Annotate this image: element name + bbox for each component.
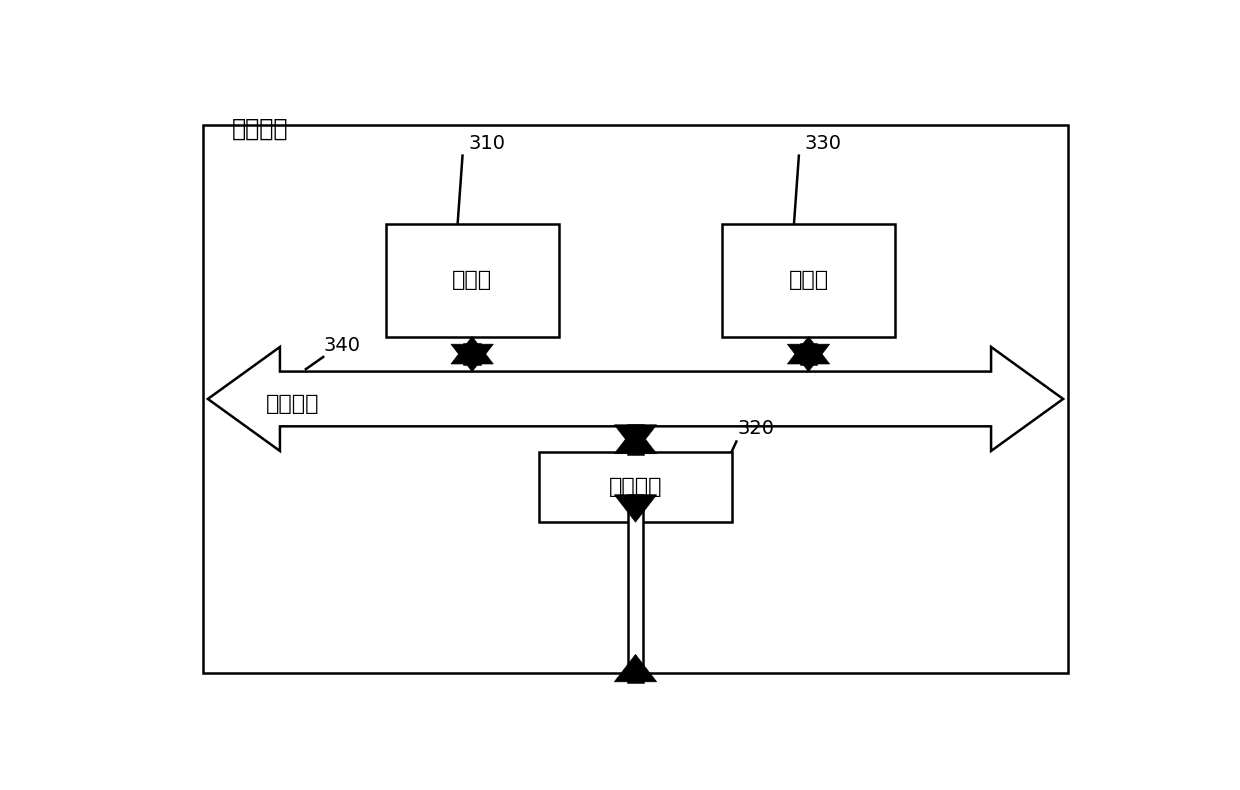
- Polygon shape: [614, 654, 657, 682]
- Bar: [627, 425, 644, 453]
- Text: 处理器: 处理器: [453, 270, 492, 291]
- Text: 通信接口: 通信接口: [609, 477, 662, 497]
- Text: 通信总线: 通信总线: [265, 394, 319, 414]
- Bar: [627, 495, 644, 682]
- Bar: [386, 224, 558, 337]
- Bar: [465, 344, 480, 364]
- Polygon shape: [787, 344, 830, 371]
- Polygon shape: [614, 495, 657, 522]
- Polygon shape: [208, 347, 1063, 451]
- Polygon shape: [614, 427, 657, 453]
- Polygon shape: [787, 337, 830, 364]
- Text: 存储器: 存储器: [789, 270, 828, 291]
- Bar: [722, 224, 895, 337]
- Bar: [801, 344, 816, 364]
- Bar: [539, 452, 732, 522]
- Polygon shape: [451, 344, 494, 371]
- Text: 340: 340: [324, 337, 361, 356]
- Text: 320: 320: [737, 419, 774, 438]
- Polygon shape: [614, 425, 657, 452]
- Polygon shape: [451, 337, 494, 364]
- Text: 310: 310: [467, 134, 505, 152]
- Text: 电子设备: 电子设备: [232, 116, 289, 141]
- Text: 330: 330: [805, 134, 842, 152]
